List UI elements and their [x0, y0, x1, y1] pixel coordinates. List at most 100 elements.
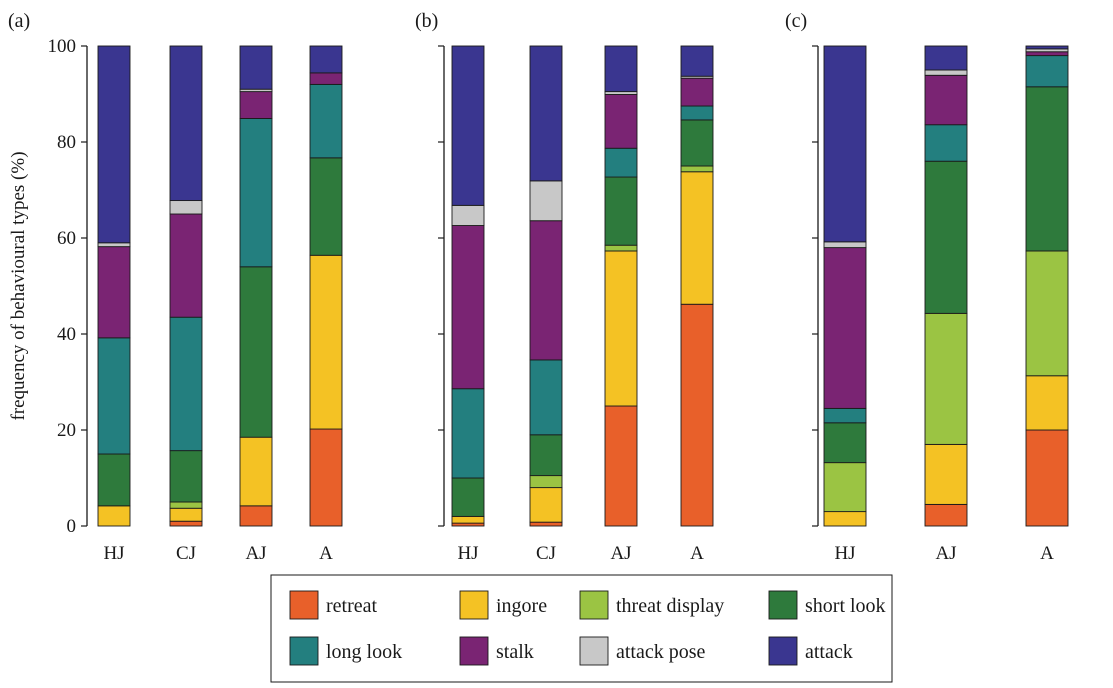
legend-frame: [270, 574, 893, 683]
panel-c-a-retreat-segment: [1025, 429, 1069, 527]
panel-b-cj-threat-display-segment: [529, 475, 563, 489]
panel-a-cj-attack-segment: [169, 45, 203, 202]
panel-c-a-attack-segment: [1025, 45, 1069, 50]
panel-a-label: (a): [8, 10, 30, 32]
panel-b-cj-ingore-segment: [529, 487, 563, 523]
legend-item-threat-display: threat display: [579, 590, 724, 620]
panel-a-x-tick-hj: HJ: [103, 543, 124, 564]
panel-b-a-long-look-segment: [680, 105, 714, 121]
panel-c-bar-a: [1025, 45, 1069, 527]
y-tick-label-0: 0: [67, 516, 77, 537]
panel-c-hj-threat-display-segment: [823, 462, 867, 513]
panel-b-a-retreat-segment: [680, 303, 714, 527]
panel-b-bar-cj: [529, 45, 563, 527]
panel-b-aj-threat-display-segment: [604, 244, 638, 252]
panel-a-aj-retreat-segment: [239, 505, 273, 527]
panel-a-aj-long-look-segment: [239, 118, 273, 268]
panel-b-hj-attack-segment: [451, 45, 485, 206]
chart-panels: (a) 0 20 40 60 80 100 HJ CJ AJ A (b) HJ CJ AJ A (c) HJ AJ A: [8, 10, 1069, 564]
panel-a-x-tick-a: A: [319, 543, 333, 564]
panel-a-a-attack-segment: [309, 45, 343, 74]
panel-b-a-attack-segment: [680, 45, 714, 77]
panel-a: (a) 0 20 40 60 80 100 HJ CJ AJ A: [8, 10, 343, 564]
panel-c-aj-stalk-segment: [924, 74, 968, 126]
panel-c-aj-retreat-segment: [924, 503, 968, 527]
panel-c-hj-attack-pose-segment: [823, 241, 867, 249]
panel-a-x-tick-aj: AJ: [245, 543, 266, 564]
panel-c-a-ingore-segment: [1025, 375, 1069, 431]
panel-b-x-tick-aj: AJ: [610, 543, 631, 564]
panel-c-hj-stalk-segment: [823, 247, 867, 409]
legend-item-retreat: retreat: [289, 590, 378, 620]
legend-item-stalk: stalk: [459, 636, 534, 666]
panel-c-aj-long-look-segment: [924, 124, 968, 162]
panel-a-a-long-look-segment: [309, 83, 343, 159]
panel-b-hj-stalk-segment: [451, 225, 485, 390]
panel-a-hj-attack-segment: [97, 45, 131, 244]
panel-b-cj-retreat-segment: [529, 521, 563, 527]
panel-b-aj-attack-segment: [604, 45, 638, 93]
panel-b-cj-attack-segment: [529, 45, 563, 182]
y-tick-label-80: 80: [57, 132, 76, 153]
legend-swatch-attack: [768, 636, 798, 666]
panel-a-cj-short-look-segment: [169, 450, 203, 503]
panel-a-a-ingore-segment: [309, 254, 343, 430]
panel-b-a-threat-display-segment: [680, 165, 714, 173]
legend-item-ingore: ingore: [459, 590, 547, 620]
panel-a-cj-long-look-segment: [169, 316, 203, 452]
panel-c: (c) HJ AJ A: [785, 10, 1069, 564]
legend-swatch-short-look: [768, 590, 798, 620]
panel-b-a-ingore-segment: [680, 171, 714, 305]
panel-c-x-tick-hj: HJ: [834, 543, 855, 564]
legend-swatch-long-look: [289, 636, 319, 666]
y-tick-label-60: 60: [57, 228, 76, 249]
panel-c-x-tick-aj: AJ: [935, 543, 956, 564]
legend-swatch-retreat: [289, 590, 319, 620]
panel-a-aj-short-look-segment: [239, 266, 273, 438]
panel-c-aj-threat-display-segment: [924, 312, 968, 445]
panel-c-aj-attack-pose-segment: [924, 69, 968, 76]
legend-item-attack-pose: attack pose: [579, 636, 706, 666]
legend-item-long-look: long look: [289, 636, 402, 666]
panel-b-cj-short-look-segment: [529, 434, 563, 477]
panel-c-aj-attack-segment: [924, 45, 968, 71]
legend-swatch-threat-display: [579, 590, 609, 620]
y-tick-label-40: 40: [57, 324, 76, 345]
legend-label-attack: attack: [805, 641, 853, 663]
panel-c-a-stalk-segment: [1025, 51, 1069, 57]
panel-b-x-tick-cj: CJ: [536, 543, 556, 564]
legend-item-short-look: short look: [768, 590, 886, 620]
panel-c-hj-attack-segment: [823, 45, 867, 243]
panel-c-bar-hj: [823, 45, 867, 527]
legend-label-stalk: stalk: [496, 641, 534, 663]
panel-b-aj-stalk-segment: [604, 94, 638, 149]
panel-a-x-tick-cj: CJ: [176, 543, 196, 564]
panel-b-bar-hj: [451, 45, 485, 527]
panel-a-cj-attack-pose-segment: [169, 200, 203, 215]
panel-b-bar-a: [680, 45, 714, 527]
panel-b-a-stalk-segment: [680, 77, 714, 107]
panel-c-aj-short-look-segment: [924, 160, 968, 314]
panel-a-aj-ingore-segment: [239, 436, 273, 507]
y-tick-label-100: 100: [48, 36, 77, 57]
legend-label-retreat: retreat: [326, 595, 378, 617]
panel-a-aj-attack-segment: [239, 45, 273, 90]
panel-c-hj-long-look-segment: [823, 407, 867, 424]
panel-a-a-short-look-segment: [309, 157, 343, 256]
panel-a-bar-hj: [97, 45, 131, 527]
panel-a-cj-threat-display-segment: [169, 501, 203, 509]
panel-b-hj-attack-pose-segment: [451, 204, 485, 226]
panel-b-label: (b): [415, 10, 438, 32]
panel-b-hj-long-look-segment: [451, 388, 485, 479]
panel-c-a-short-look-segment: [1025, 86, 1069, 252]
legend-label-ingore: ingore: [496, 595, 547, 617]
panel-a-bar-aj: [239, 45, 273, 527]
panel-c-a-threat-display-segment: [1025, 250, 1069, 377]
panel-b-cj-attack-pose-segment: [529, 180, 563, 222]
panel-b-aj-long-look-segment: [604, 147, 638, 178]
panel-b-aj-retreat-segment: [604, 405, 638, 527]
panel-a-bar-cj: [169, 45, 203, 527]
legend-label-attack-pose: attack pose: [616, 641, 706, 663]
